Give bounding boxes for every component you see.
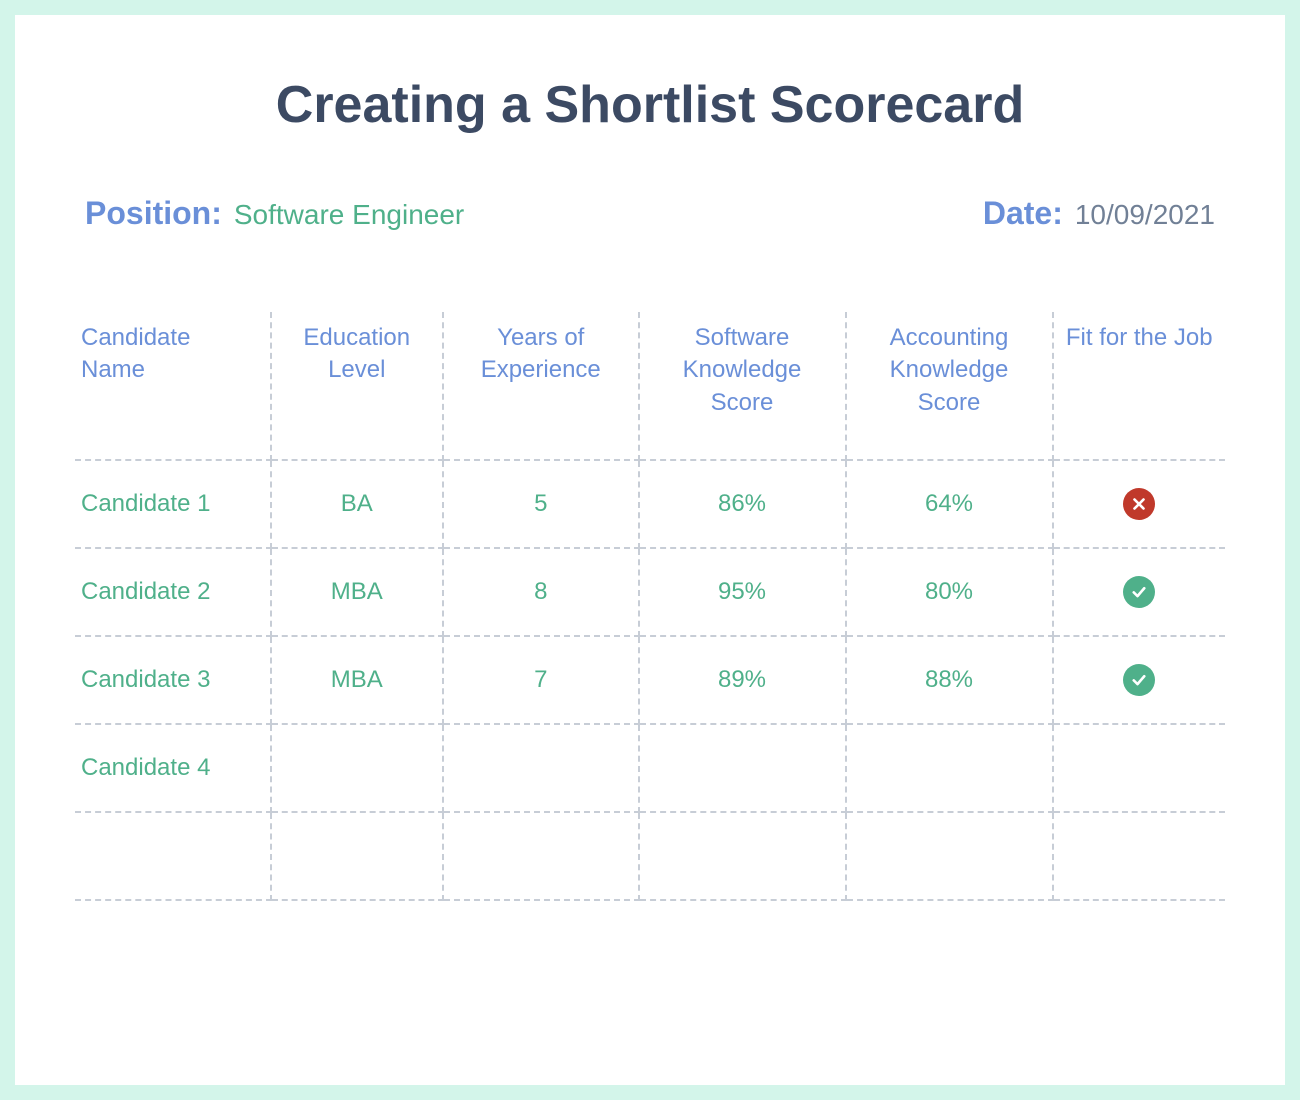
check-icon xyxy=(1123,576,1155,608)
cell-education: MBA xyxy=(271,548,444,636)
date-value: 10/09/2021 xyxy=(1075,199,1215,231)
position-label: Position: xyxy=(85,195,222,232)
table-row: Candidate 1BA586%64% xyxy=(75,460,1225,548)
cell-software-score: 89% xyxy=(639,636,846,724)
cell-fit xyxy=(1053,724,1226,812)
page-title: Creating a Shortlist Scorecard xyxy=(75,75,1225,135)
cell-candidate-name: Candidate 2 xyxy=(75,548,271,636)
cell-education xyxy=(271,812,444,900)
position-value: Software Engineer xyxy=(234,199,464,231)
date-group: Date: 10/09/2021 xyxy=(983,195,1215,232)
position-group: Position: Software Engineer xyxy=(85,195,464,232)
header-experience: Years of Experience xyxy=(443,312,639,460)
cell-software-score xyxy=(639,812,846,900)
cell-years: 7 xyxy=(443,636,639,724)
cell-years xyxy=(443,724,639,812)
cell-candidate-name: Candidate 3 xyxy=(75,636,271,724)
meta-row: Position: Software Engineer Date: 10/09/… xyxy=(75,195,1225,232)
header-accounting-score: Accounting Knowledge Score xyxy=(846,312,1053,460)
table-row: Candidate 2MBA895%80% xyxy=(75,548,1225,636)
cell-education: BA xyxy=(271,460,444,548)
cell-education xyxy=(271,724,444,812)
cell-education: MBA xyxy=(271,636,444,724)
cell-candidate-name: Candidate 1 xyxy=(75,460,271,548)
date-label: Date: xyxy=(983,195,1063,232)
cell-candidate-name: Candidate 4 xyxy=(75,724,271,812)
header-education: Education Level xyxy=(271,312,444,460)
check-icon xyxy=(1123,664,1155,696)
cell-candidate-name xyxy=(75,812,271,900)
table-row: Candidate 3MBA789%88% xyxy=(75,636,1225,724)
cell-software-score: 95% xyxy=(639,548,846,636)
header-software-score: Software Knowledge Score xyxy=(639,312,846,460)
cell-years xyxy=(443,812,639,900)
table-header-row: Candidate Name Education Level Years of … xyxy=(75,312,1225,460)
cell-fit xyxy=(1053,812,1226,900)
table-row xyxy=(75,812,1225,900)
x-icon xyxy=(1123,488,1155,520)
cell-accounting-score xyxy=(846,724,1053,812)
cell-accounting-score: 88% xyxy=(846,636,1053,724)
scorecard-table: Candidate Name Education Level Years of … xyxy=(75,312,1225,901)
cell-fit xyxy=(1053,460,1226,548)
cell-years: 8 xyxy=(443,548,639,636)
cell-fit xyxy=(1053,636,1226,724)
cell-years: 5 xyxy=(443,460,639,548)
cell-accounting-score: 80% xyxy=(846,548,1053,636)
cell-software-score xyxy=(639,724,846,812)
cell-fit xyxy=(1053,548,1226,636)
table-body: Candidate 1BA586%64%Candidate 2MBA895%80… xyxy=(75,460,1225,900)
cell-accounting-score: 64% xyxy=(846,460,1053,548)
scorecard-card: Creating a Shortlist Scorecard Position:… xyxy=(15,15,1285,1085)
table-row: Candidate 4 xyxy=(75,724,1225,812)
cell-software-score: 86% xyxy=(639,460,846,548)
cell-accounting-score xyxy=(846,812,1053,900)
header-fit: Fit for the Job xyxy=(1053,312,1226,460)
header-candidate-name: Candidate Name xyxy=(75,312,271,460)
